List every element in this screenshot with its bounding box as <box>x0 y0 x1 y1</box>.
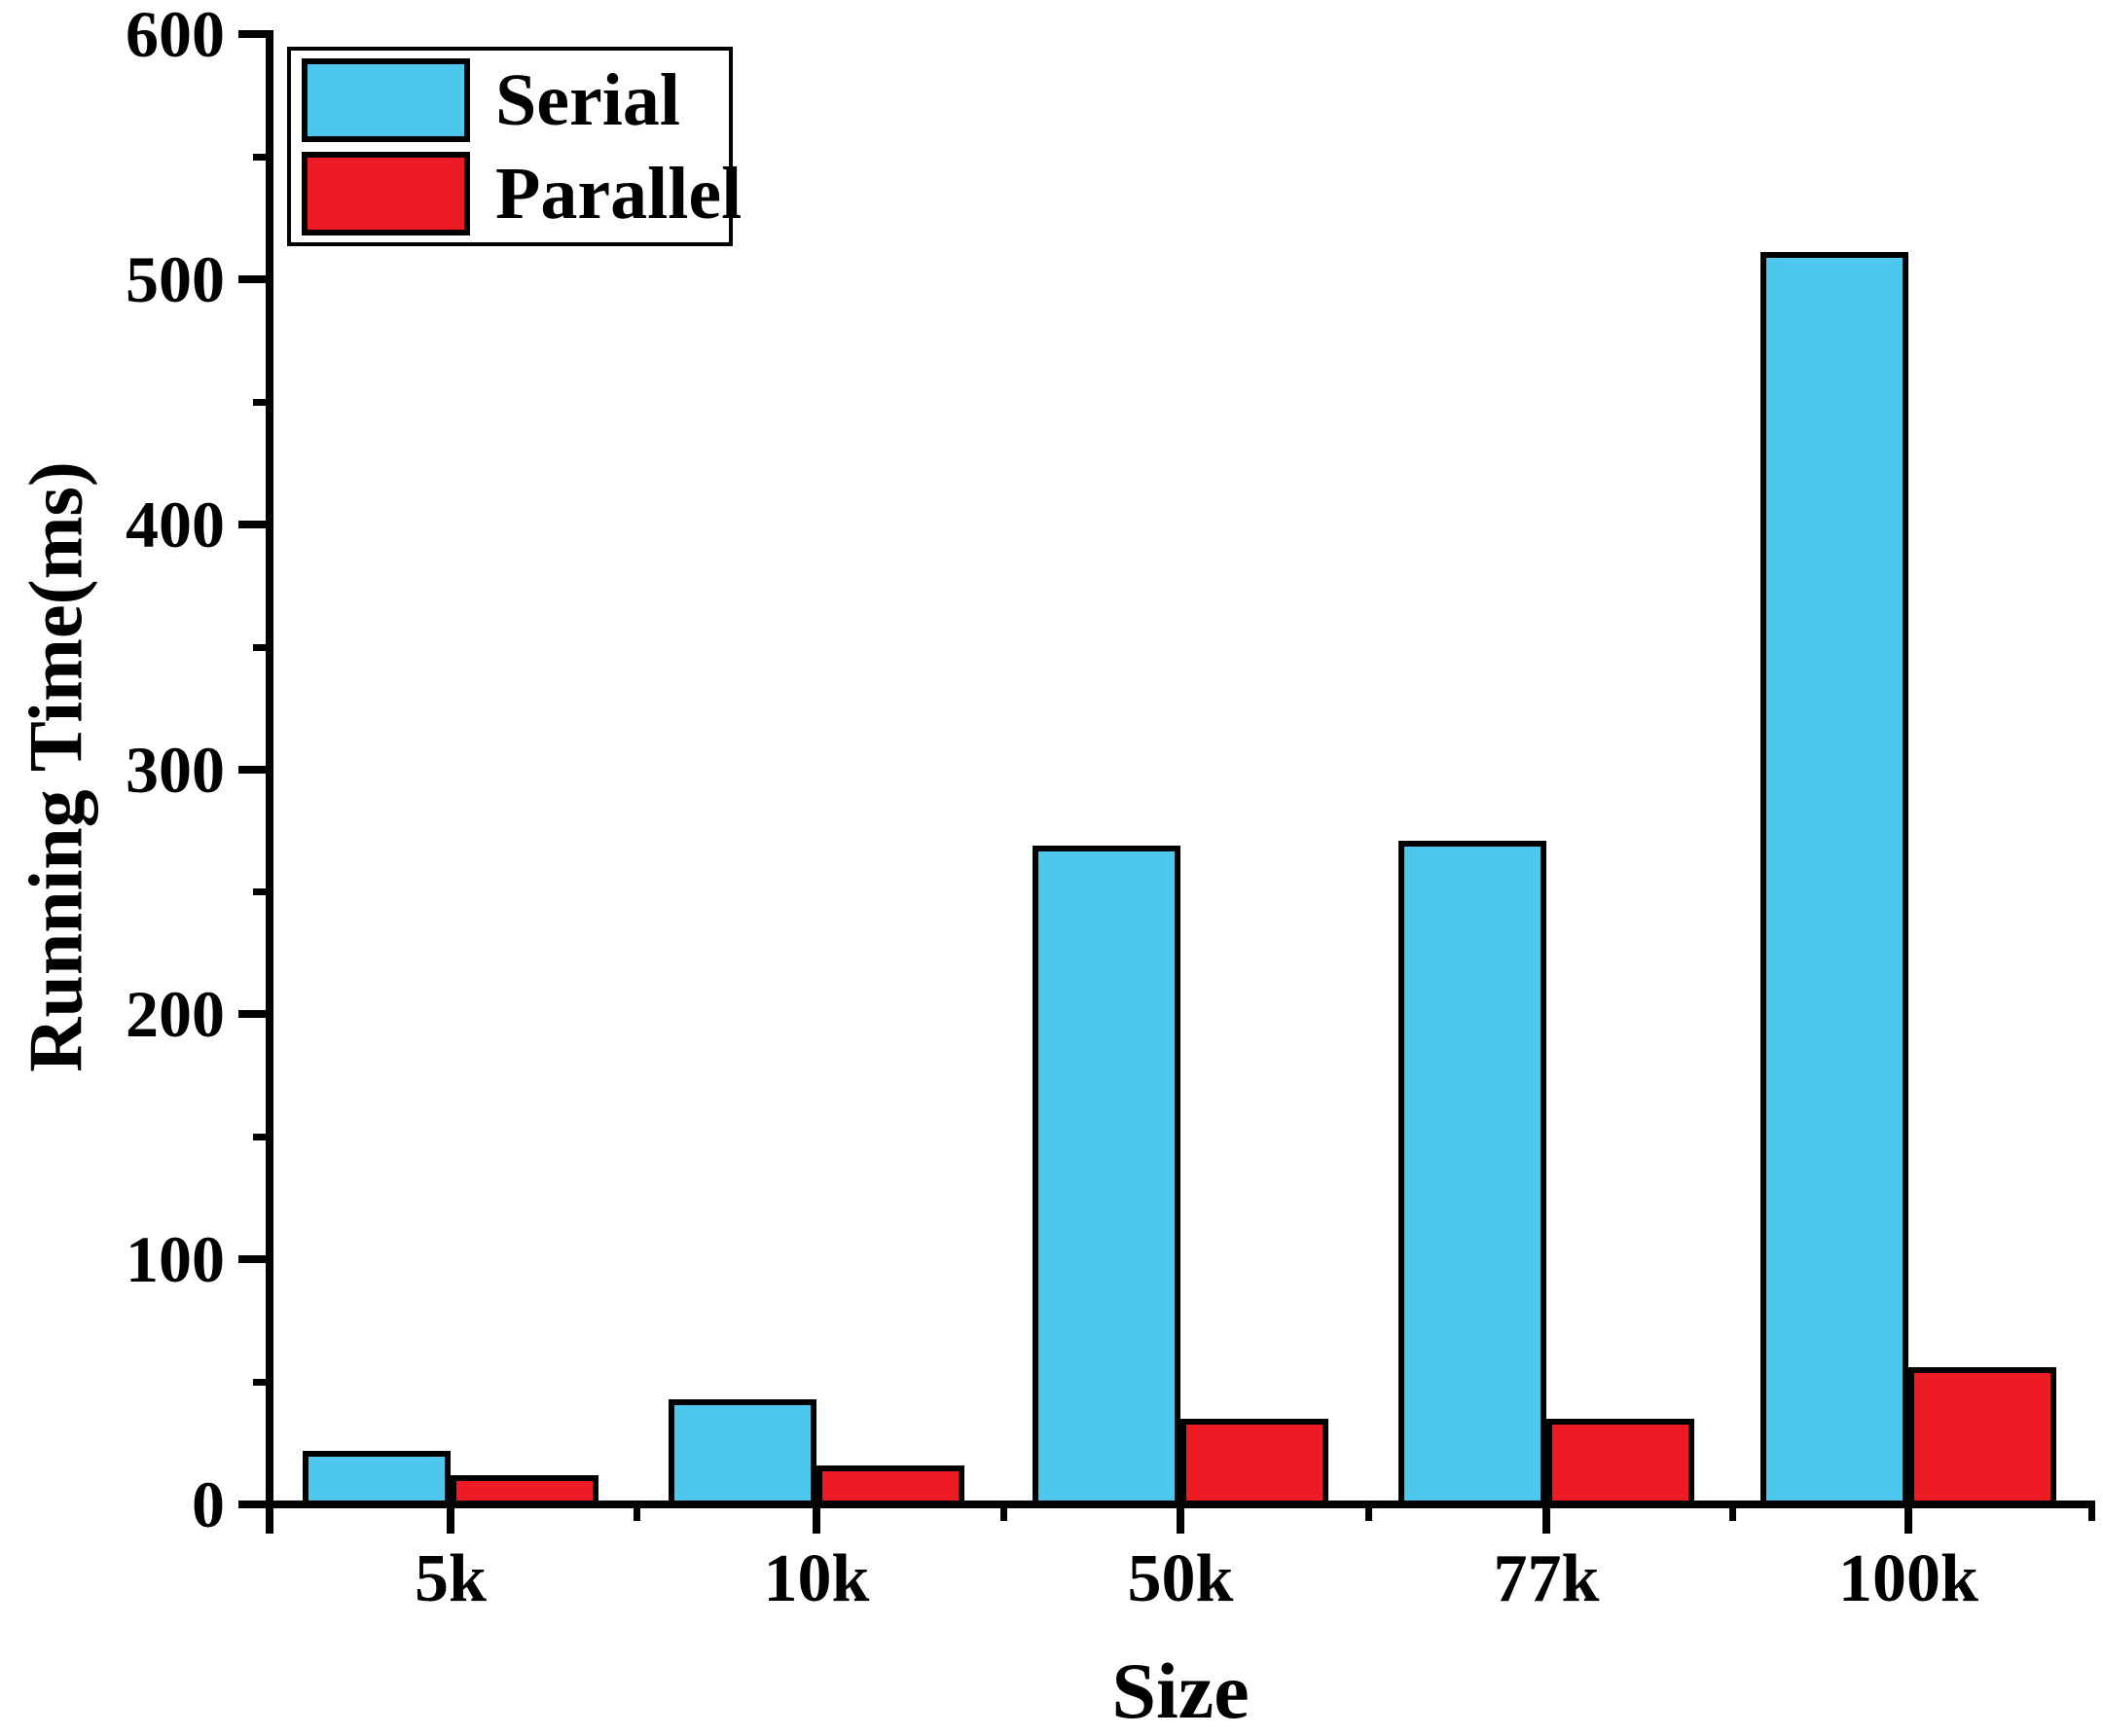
y-major-tick-600 <box>238 30 266 38</box>
y-tick-label-300: 300 <box>126 732 225 807</box>
legend-row-serial: Serial <box>302 57 729 142</box>
x-tick-label-50k: 50k <box>1127 1541 1234 1616</box>
x-major-tick-10k <box>813 1508 820 1534</box>
legend-label-serial: Serial <box>495 58 680 141</box>
y-minor-tick-150 <box>253 1134 266 1141</box>
y-tick-label-400: 400 <box>126 487 225 561</box>
y-axis-title: Running Time(ms) <box>13 461 98 1072</box>
y-minor-tick-450 <box>253 398 266 406</box>
bar-parallel-50k <box>1180 1419 1328 1506</box>
x-minor-tick-2 <box>1365 1508 1372 1521</box>
x-minor-tick-3 <box>1729 1508 1736 1521</box>
y-minor-tick-250 <box>253 888 266 896</box>
x-minor-tick-0 <box>634 1508 640 1521</box>
y-tick-label-200: 200 <box>126 977 225 1052</box>
legend: Serial Parallel <box>287 47 742 246</box>
x-tick-label-5k: 5k <box>415 1541 487 1616</box>
x-minor-tick-4 <box>2088 1508 2095 1521</box>
bar-serial-100k <box>1760 252 1908 1506</box>
x-major-tick-77k <box>1542 1508 1550 1534</box>
y-major-tick-0 <box>238 1501 266 1508</box>
y-tick-label-100: 100 <box>126 1222 225 1297</box>
bar-parallel-77k <box>1546 1419 1694 1506</box>
legend-label-parallel: Parallel <box>495 152 743 235</box>
y-major-tick-200 <box>238 1010 266 1019</box>
x-major-tick-5k <box>447 1508 454 1534</box>
x-tick-label-10k: 10k <box>763 1541 870 1616</box>
y-major-tick-100 <box>238 1255 266 1264</box>
bar-parallel-10k <box>816 1465 964 1506</box>
y-tick-label-600: 600 <box>126 0 225 71</box>
x-major-tick-100k <box>1904 1508 1912 1534</box>
y-tick-label-0: 0 <box>192 1467 225 1541</box>
x-major-tick-50k <box>1177 1508 1184 1534</box>
y-minor-tick-550 <box>253 153 266 161</box>
parallel-swatch <box>302 151 470 235</box>
x-corner-tick <box>266 1508 273 1534</box>
y-minor-tick-350 <box>253 643 266 651</box>
x-minor-tick-1 <box>1000 1508 1007 1521</box>
bar-serial-77k <box>1398 841 1546 1506</box>
y-major-tick-500 <box>238 274 266 283</box>
bar-parallel-5k <box>451 1475 598 1506</box>
bar-serial-5k <box>303 1451 451 1506</box>
serial-swatch <box>302 57 470 142</box>
y-major-tick-400 <box>238 520 266 528</box>
y-axis-spine <box>266 30 273 1508</box>
legend-row-parallel: Parallel <box>302 151 742 235</box>
x-tick-label-100k: 100k <box>1838 1541 1978 1616</box>
bar-parallel-100k <box>1908 1367 2056 1506</box>
y-minor-tick-50 <box>253 1379 266 1387</box>
bar-serial-50k <box>1033 846 1180 1506</box>
x-axis-title: Size <box>1111 1646 1250 1735</box>
y-tick-label-500: 500 <box>126 241 225 316</box>
x-tick-label-77k: 77k <box>1493 1541 1600 1616</box>
y-major-tick-300 <box>238 765 266 774</box>
bar-serial-10k <box>669 1399 816 1506</box>
